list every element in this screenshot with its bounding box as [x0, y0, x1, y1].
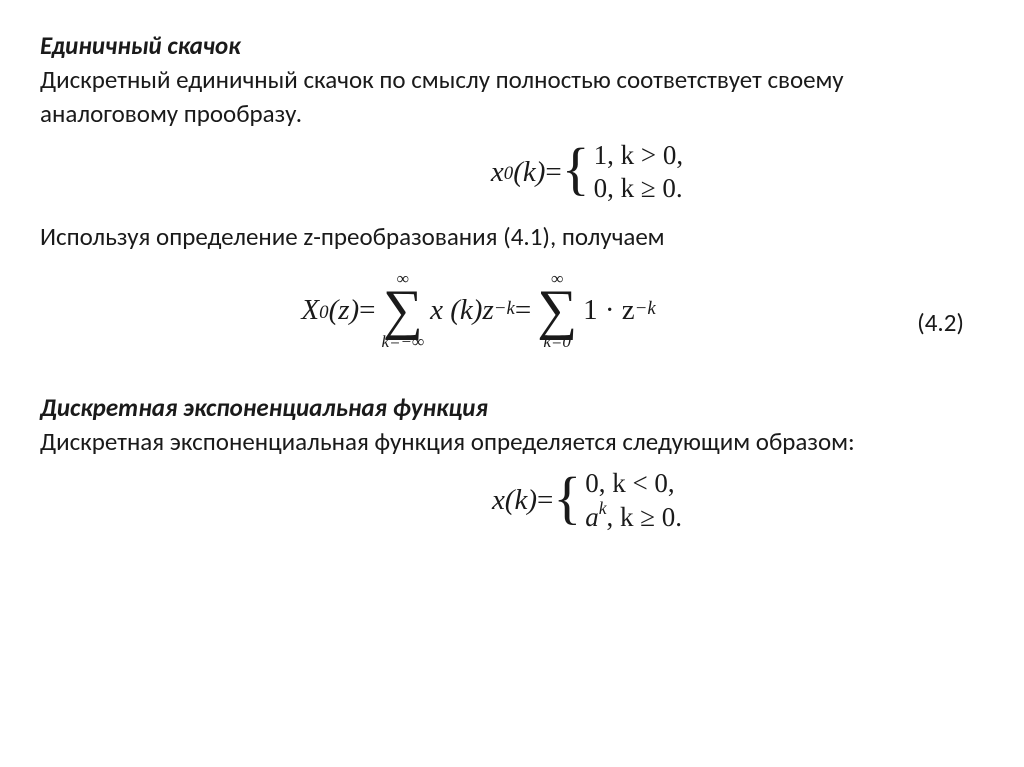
eq3-cases: 0, k < 0, ak, k ≥ 0. [585, 467, 682, 536]
sigma-icon: ∑ [383, 288, 423, 333]
eq3-brace: { [553, 475, 581, 521]
eq1-brace: { [562, 146, 590, 192]
eq2-sum1-bot: k=−∞ [382, 333, 425, 352]
sigma-icon: ∑ [537, 288, 577, 333]
equation-discrete-exp-def: x(k) = { 0, k < 0, ak, k ≥ 0. [40, 467, 984, 536]
eq3-case2a: a [585, 502, 599, 532]
eq2-term1: x (k)z [430, 294, 494, 327]
eq2-lhs-var: X [301, 294, 319, 327]
eq2-equals-1: = [359, 294, 375, 327]
eq1-case2: 0, k ≥ 0. [594, 173, 683, 203]
para-discrete-exp: Дискретная экспоненциальная функция опре… [40, 425, 984, 459]
eq3-case1: 0, k < 0, [585, 468, 674, 498]
eq3-case2b: , k ≥ 0. [606, 502, 682, 532]
eq3-case2-exp: k [599, 498, 607, 518]
eq1-lhs-sub: 0 [504, 163, 513, 185]
eq3-equals: = [537, 484, 553, 517]
eq1-equals: = [545, 156, 561, 189]
eq1-lhs-arg: (k) [513, 156, 545, 189]
eq1-cases: 1, k > 0, 0, k ≥ 0. [594, 139, 683, 207]
heading-discrete-exp: Дискретная экспоненциальная функция [40, 392, 984, 423]
equation-number: (4.2) [917, 307, 984, 338]
eq2-term2: 1 · z [583, 294, 635, 327]
equation-unit-step-def: x0(k) = { 1, k > 0, 0, k ≥ 0. [40, 139, 984, 207]
para-z-transform: Используя определение z-преобразования (… [40, 220, 984, 254]
eq2-sum2-bot: k=0 [543, 333, 571, 352]
eq2-sum1: ∞ ∑ k=−∞ [382, 270, 425, 352]
heading-unit-step: Единичный скачок [40, 30, 984, 61]
equation-z-transform: X0(z) = ∞ ∑ k=−∞ x (k)z−k = ∞ ∑ k=0 1 · … [40, 270, 984, 352]
para-unit-step: Дискретный единичный скачок по смыслу по… [40, 63, 984, 131]
eq2-equals-2: = [515, 294, 531, 327]
eq2-sum2: ∞ ∑ k=0 [537, 270, 577, 352]
eq2-lhs-arg: (z) [329, 294, 360, 327]
eq1-lhs-var: x [491, 156, 504, 189]
eq2-term2-exp: −k [635, 298, 656, 320]
eq1-case1: 1, k > 0, [594, 140, 683, 170]
eq2-lhs-sub: 0 [319, 302, 328, 324]
eq2-term1-exp: −k [494, 298, 515, 320]
eq3-lhs: x(k) [492, 484, 537, 517]
